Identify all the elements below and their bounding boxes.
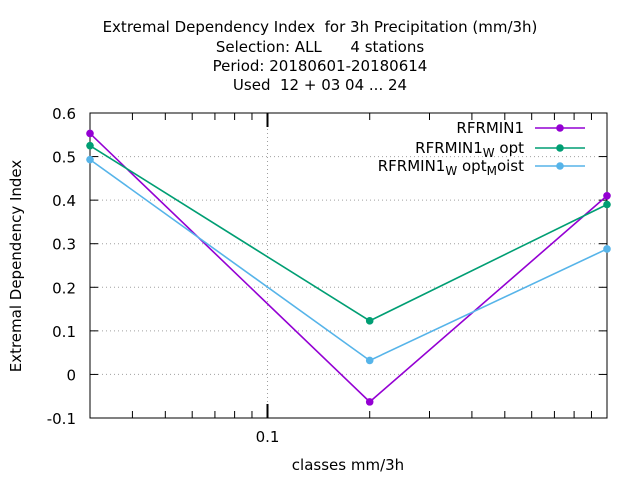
title-line-3: Period: 20180601-20180614 [212, 57, 428, 75]
legend-label-3: RFRMIN1W optMoist [378, 157, 524, 178]
series-point-2 [86, 141, 94, 150]
series-point-2 [365, 317, 374, 325]
series-point-1 [86, 129, 94, 138]
x-axis-label: classes mm/3h [292, 456, 404, 474]
x-tick-label: 0.1 [256, 428, 280, 446]
y-tick-label: 0.1 [52, 323, 76, 341]
series-group [86, 129, 611, 406]
legend-label-1: RFRMIN1 [456, 119, 524, 137]
title-line-4: Used 12 + 03 04 ... 24 [232, 76, 408, 94]
series-point-3 [86, 155, 94, 164]
series-line-3 [89, 158, 608, 362]
y-tick-label: 0 [66, 366, 76, 384]
series-point-1 [365, 398, 374, 406]
plot-frame [89, 112, 608, 419]
series-line-2 [89, 145, 608, 322]
y-tick-label: 0.2 [52, 279, 76, 297]
series-point-3 [603, 245, 611, 253]
y-axis-ticks: -0.1 0 0.1 0.2 0.3 0.4 0.5 0.6 [47, 105, 607, 428]
legend-swatch-point-3 [556, 162, 564, 170]
legend-label-2: RFRMIN1W opt [415, 139, 524, 160]
legend-swatch-point-1 [556, 124, 564, 132]
series-point-1 [603, 191, 611, 200]
legend-swatch-point-2 [556, 144, 564, 152]
grid [90, 113, 607, 418]
y-tick-label: 0.3 [52, 236, 76, 254]
x-axis-ticks: 0.1 [131, 113, 592, 446]
y-axis-label: Extremal Dependency Index [7, 160, 25, 373]
series-point-3 [365, 356, 374, 365]
y-tick-label: 0.5 [52, 149, 76, 167]
series-line-1 [89, 132, 608, 403]
y-tick-label: -0.1 [47, 410, 76, 428]
title-line-1: Extremal Dependency Index for 3h Precipi… [102, 18, 538, 36]
y-tick-label: 0.4 [52, 192, 76, 210]
series-point-2 [603, 200, 611, 209]
title-line-2: Selection: ALL 4 stations [215, 38, 425, 56]
y-tick-label: 0.6 [52, 105, 76, 123]
